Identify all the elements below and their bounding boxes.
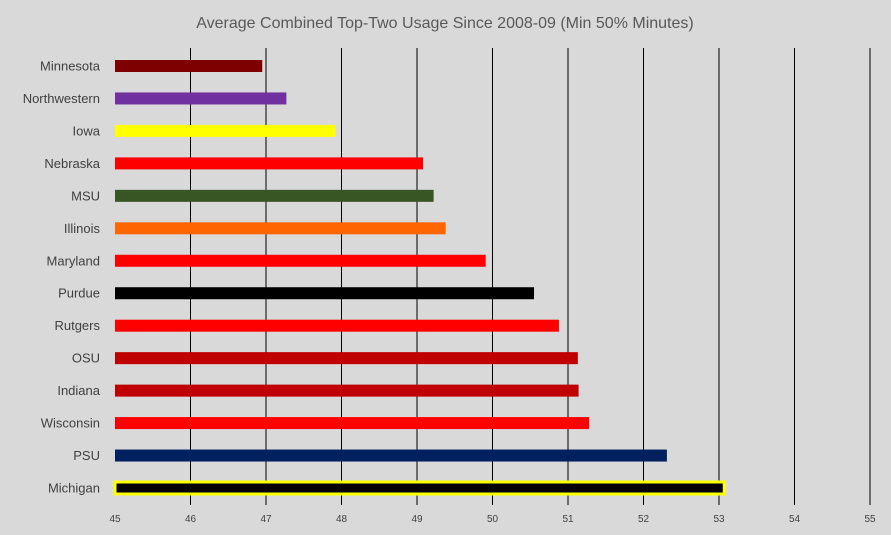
category-label: Nebraska (44, 156, 100, 171)
bar-northwestern (115, 92, 287, 105)
category-label: Indiana (57, 383, 100, 398)
category-labels: Minnesota Northwestern Iowa Nebraska MSU Illi… (23, 59, 101, 496)
category-label: Minnesota (40, 59, 101, 74)
bar-illinois (115, 222, 446, 235)
x-tick-label: 52 (638, 514, 650, 525)
x-tick-label: 47 (260, 514, 272, 525)
category-label: PSU (73, 448, 100, 463)
grid-lines (190, 48, 871, 505)
bar-minnesota (115, 60, 263, 72)
category-label: Northwestern (23, 91, 100, 106)
x-tick-label: 49 (411, 514, 423, 525)
category-label: OSU (72, 351, 100, 366)
x-tick-label: 50 (487, 514, 499, 525)
category-label: Maryland (47, 253, 100, 268)
bar-msu (115, 189, 434, 202)
x-tick-label: 45 (109, 514, 121, 525)
category-label: Rutgers (54, 318, 100, 333)
bar-wisconsin (115, 417, 590, 430)
bar-indiana (115, 384, 579, 397)
bar-osu (115, 352, 578, 365)
bar-iowa (115, 124, 336, 137)
bar-michigan (113, 480, 726, 496)
category-label: Purdue (58, 286, 100, 301)
bar-nebraska (115, 157, 424, 170)
x-axis-tick-labels: 45 46 47 48 49 50 51 52 53 54 55 (109, 514, 876, 525)
category-label: Michigan (48, 481, 100, 496)
chart-title: Average Combined Top-Two Usage Since 200… (196, 15, 693, 32)
category-label: Iowa (73, 123, 101, 138)
x-tick-label: 51 (562, 514, 574, 525)
bar-psu (115, 449, 667, 462)
category-label: Illinois (64, 221, 101, 236)
x-tick-label: 55 (864, 514, 876, 525)
x-tick-label: 54 (789, 514, 801, 525)
category-label: Wisconsin (41, 416, 100, 431)
bar-maryland (115, 254, 486, 267)
x-tick-label: 46 (185, 514, 197, 525)
x-tick-label: 48 (336, 514, 348, 525)
category-label: MSU (71, 188, 100, 203)
bar-rutgers (115, 319, 559, 332)
x-tick-label: 53 (713, 514, 725, 525)
bars (113, 60, 726, 496)
bar-purdue (115, 287, 535, 300)
